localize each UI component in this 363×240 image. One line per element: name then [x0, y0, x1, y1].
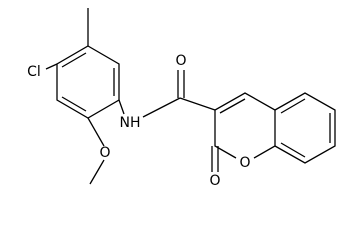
methoxy-bond [87, 117, 105, 147]
chloro-bond [45, 63, 58, 70]
amine-bond [118, 99, 125, 115]
pyranone-ring [214, 92, 276, 159]
atom-label: Cl [27, 64, 41, 80]
molecule-diagram: Cl O NH O O O [27, 8, 336, 189]
double-bond [280, 142, 306, 158]
atom-label: O [99, 145, 110, 161]
amide-bond [142, 97, 181, 118]
benzene-ring [56, 45, 120, 119]
amide-bond [179, 97, 216, 111]
atom-label: O [209, 173, 220, 189]
atom-label: NH [120, 115, 141, 131]
benzo-ring [274, 92, 336, 164]
double-bond [280, 98, 306, 114]
double-bond [61, 96, 87, 112]
atom-label: O [175, 53, 186, 69]
double-bond [61, 52, 87, 68]
methoxy-bond [89, 159, 105, 185]
atom-label: O [239, 155, 250, 171]
bonds [45, 8, 336, 185]
double-bond [219, 98, 246, 114]
